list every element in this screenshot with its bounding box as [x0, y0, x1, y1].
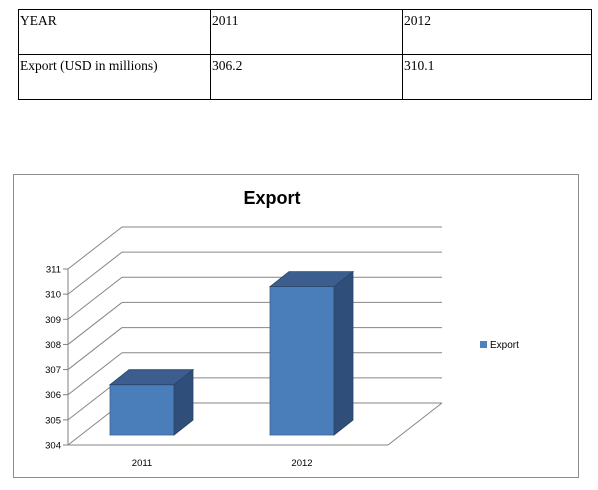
bar-layer [108, 270, 355, 436]
x-tick-labels: 2011 2012 [132, 458, 313, 469]
y-tick-label-307: 307 [45, 365, 61, 376]
floor-right-edge [387, 402, 443, 446]
y-tick-label-310: 310 [45, 290, 61, 301]
table-data-row: Export (USD in millions) 306.2 310.1 [18, 54, 592, 100]
y-tick-label-305: 305 [45, 415, 61, 426]
data-table: YEAR 2011 2012 Export (USD in millions) … [18, 9, 592, 100]
gridline-side-308 [67, 302, 123, 345]
y-tick-labels: 304 305 306 307 308 309 310 311 [45, 265, 61, 452]
row-label-cell: Export (USD in millions) [18, 54, 211, 100]
header-cell-2011: 2011 [210, 9, 403, 55]
legend: Export [480, 340, 519, 351]
header-cell-year: YEAR [18, 9, 211, 55]
legend-swatch [480, 341, 487, 348]
y-tick-label-308: 308 [45, 340, 61, 351]
gridline-side-311 [67, 226, 123, 270]
y-tick-label-304: 304 [45, 441, 61, 452]
table-header-row: YEAR 2011 2012 [18, 9, 592, 55]
export-chart: Export 304 305 306 307 308 309 310 311 2011 2012… [45, 188, 519, 469]
value-cell-2011: 306.2 [210, 54, 403, 100]
gridline-side-309 [67, 276, 123, 320]
bar-side-2012 [333, 270, 354, 436]
y-tick-label-306: 306 [45, 390, 61, 401]
bar-front-2011 [109, 384, 175, 436]
chart-title: Export [243, 188, 300, 208]
bar-front-2012 [269, 286, 335, 436]
header-cell-2012: 2012 [402, 9, 592, 55]
gridline-side-310 [67, 251, 123, 295]
gridline-side-306 [67, 352, 123, 396]
bar-top-2012 [268, 271, 355, 288]
bar-top-2011 [108, 369, 195, 386]
bar-2011 [108, 368, 195, 436]
y-tick-label-311: 311 [46, 265, 61, 276]
chart-frame: Export 304 305 306 307 308 309 310 311 2011 2012… [13, 174, 579, 478]
x-tick-label-2011: 2011 [132, 458, 152, 469]
x-tick-label-2012: 2012 [291, 458, 312, 469]
bar-2012 [268, 270, 355, 436]
value-cell-2012: 310.1 [402, 54, 592, 100]
gridline-side-307 [67, 327, 123, 370]
legend-label: Export [490, 340, 519, 351]
y-tick-label-309: 309 [45, 315, 61, 326]
